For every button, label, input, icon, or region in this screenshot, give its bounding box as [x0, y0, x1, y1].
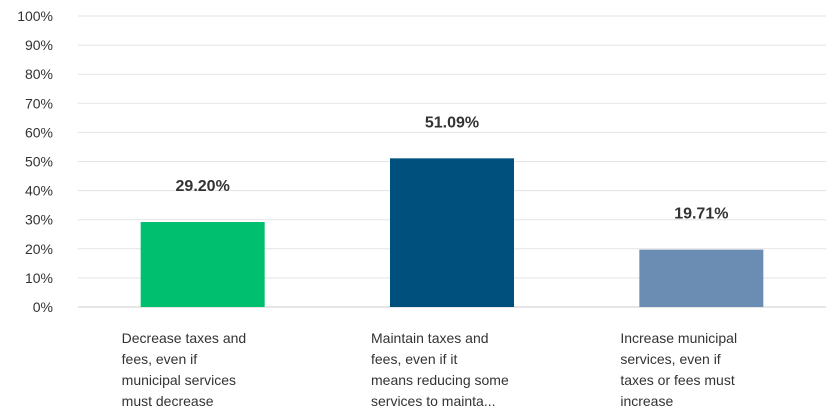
y-tick-label: 100%: [17, 8, 53, 24]
category-label-line: Decrease taxes and: [122, 330, 247, 346]
category-label-line: must decrease: [122, 393, 214, 409]
y-tick-label: 10%: [25, 270, 53, 286]
category-label-line: fees, even if it: [371, 351, 457, 367]
category-label-2: Maintain taxes and fees, even if it means …: [371, 330, 509, 409]
category-label-line: services, even if: [620, 351, 720, 367]
y-tick-label: 30%: [25, 212, 53, 228]
data-label-3: 19.71%: [674, 206, 728, 223]
bar-2[interactable]: [390, 158, 514, 307]
category-label-3: Increase municipal services, even if taxes…: [620, 330, 737, 409]
category-label-1: Decrease taxes and fees, even if municipal…: [122, 330, 247, 409]
data-label-2: 51.09%: [425, 114, 479, 131]
y-tick-label: 80%: [25, 66, 53, 82]
y-tick-label: 40%: [25, 183, 53, 199]
data-label-1: 29.20%: [176, 178, 230, 195]
y-tick-label: 90%: [25, 37, 53, 53]
y-axis-tick-labels: 0% 10% 20% 30% 40% 50% 60% 70% 80% 90% 100%: [17, 8, 53, 315]
category-label-line: fees, even if: [122, 351, 198, 367]
x-axis-category-labels: Decrease taxes and fees, even if municipal…: [122, 330, 737, 409]
category-label-line: means reducing some: [371, 372, 509, 388]
y-tick-label: 50%: [25, 154, 53, 170]
bars: [140, 158, 764, 307]
category-label-line: municipal services: [122, 372, 236, 388]
bar-3[interactable]: [639, 249, 764, 307]
data-labels: 29.20% 51.09% 19.71%: [176, 114, 729, 222]
y-tick-label: 60%: [25, 124, 53, 140]
category-label-line: taxes or fees must: [620, 372, 734, 388]
category-label-line: Maintain taxes and: [371, 330, 489, 346]
category-label-line: increase: [620, 393, 673, 409]
y-tick-label: 20%: [25, 241, 53, 257]
category-label-line: Increase municipal: [620, 330, 737, 346]
y-tick-label: 70%: [25, 95, 53, 111]
bar-1[interactable]: [140, 222, 265, 307]
category-label-line: services to mainta...: [371, 393, 496, 409]
y-tick-label: 0%: [33, 299, 53, 315]
